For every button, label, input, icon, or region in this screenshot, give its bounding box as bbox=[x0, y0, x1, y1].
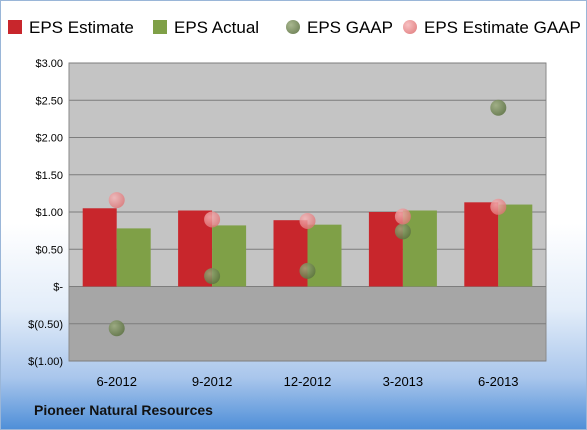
y-tick-label: $2.00 bbox=[35, 133, 63, 145]
legend-label: EPS Estimate bbox=[29, 18, 134, 37]
y-tick-label: $1.00 bbox=[35, 207, 63, 219]
marker-eps-estimate-gaap bbox=[108, 192, 125, 209]
legend-label: EPS Actual bbox=[174, 18, 259, 37]
marker-eps-gaap bbox=[490, 99, 507, 116]
legend-swatch bbox=[8, 20, 22, 34]
bar-eps-actual bbox=[402, 210, 437, 287]
marker-eps-estimate-gaap bbox=[394, 208, 411, 225]
legend-label: EPS GAAP bbox=[307, 18, 393, 37]
bar-eps-actual bbox=[498, 204, 533, 287]
bar-eps-actual bbox=[307, 224, 342, 287]
bar-eps-actual bbox=[116, 228, 151, 287]
marker-eps-estimate-gaap bbox=[204, 211, 221, 228]
x-tick-label: 6-2012 bbox=[96, 374, 136, 389]
y-tick-label: $1.50 bbox=[35, 170, 63, 182]
markers bbox=[108, 99, 507, 337]
legend-swatch bbox=[286, 20, 300, 34]
y-axis-ticks: $3.00 $2.50 $2.00 $1.50 $1.00 $0.50 $- $(0.50) $… bbox=[28, 58, 63, 368]
marker-eps-gaap bbox=[394, 223, 411, 240]
bars bbox=[82, 202, 533, 287]
bar-eps-estimate bbox=[464, 202, 499, 287]
marker-eps-estimate-gaap bbox=[299, 212, 316, 229]
company-name: Pioneer Natural Resources bbox=[34, 402, 213, 418]
x-tick-label: 6-2013 bbox=[478, 374, 518, 389]
y-tick-label: $- bbox=[53, 282, 63, 294]
legend-swatch bbox=[403, 20, 417, 34]
legend-label: EPS Estimate GAAP bbox=[424, 18, 581, 37]
marker-eps-estimate-gaap bbox=[490, 198, 507, 215]
y-tick-label: $0.50 bbox=[35, 244, 63, 256]
x-tick-label: 3-2013 bbox=[383, 374, 423, 389]
y-tick-label: $2.50 bbox=[35, 95, 63, 107]
x-tick-label: 9-2012 bbox=[192, 374, 232, 389]
marker-eps-gaap bbox=[204, 268, 221, 285]
bar-eps-estimate bbox=[82, 208, 117, 287]
legend: EPS Estimate EPS Actual EPS GAAP EPS Estima… bbox=[8, 18, 581, 37]
x-tick-label: 12-2012 bbox=[284, 374, 332, 389]
marker-eps-gaap bbox=[299, 262, 316, 279]
y-tick-label: $3.00 bbox=[35, 58, 63, 70]
legend-swatch bbox=[153, 20, 167, 34]
marker-eps-gaap bbox=[108, 320, 125, 337]
y-tick-label: $(0.50) bbox=[28, 319, 63, 331]
x-axis-ticks: 6-2012 9-2012 12-2012 3-2013 6-2013 bbox=[96, 374, 518, 389]
y-tick-label: $(1.00) bbox=[28, 356, 63, 368]
bar-eps-estimate bbox=[368, 212, 403, 287]
